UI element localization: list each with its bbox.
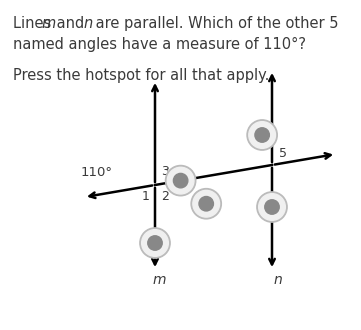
Circle shape bbox=[193, 190, 219, 217]
Circle shape bbox=[173, 173, 188, 188]
Circle shape bbox=[257, 192, 287, 222]
Circle shape bbox=[259, 194, 285, 220]
Circle shape bbox=[255, 128, 269, 142]
Text: m: m bbox=[152, 273, 166, 287]
Circle shape bbox=[167, 167, 194, 194]
Text: Lines: Lines bbox=[13, 16, 56, 31]
Circle shape bbox=[142, 230, 168, 256]
Circle shape bbox=[140, 228, 170, 258]
Text: named angles have a measure of 110°?: named angles have a measure of 110°? bbox=[13, 37, 306, 52]
Circle shape bbox=[191, 188, 221, 219]
Circle shape bbox=[165, 165, 196, 196]
Text: m: m bbox=[41, 16, 55, 31]
Text: Press the hotspot for all that apply.: Press the hotspot for all that apply. bbox=[13, 68, 269, 83]
Circle shape bbox=[247, 120, 277, 150]
Text: 3: 3 bbox=[161, 165, 169, 178]
Text: and: and bbox=[52, 16, 89, 31]
Text: 5: 5 bbox=[279, 147, 287, 160]
Circle shape bbox=[265, 200, 279, 214]
Text: 1: 1 bbox=[142, 190, 150, 203]
Text: 2: 2 bbox=[161, 190, 169, 203]
Text: n: n bbox=[83, 16, 92, 31]
Text: are parallel. Which of the other 5: are parallel. Which of the other 5 bbox=[91, 16, 339, 31]
Circle shape bbox=[249, 122, 275, 148]
Text: 110°: 110° bbox=[81, 167, 113, 180]
Circle shape bbox=[199, 196, 213, 211]
Text: n: n bbox=[274, 273, 282, 287]
Circle shape bbox=[148, 236, 162, 250]
